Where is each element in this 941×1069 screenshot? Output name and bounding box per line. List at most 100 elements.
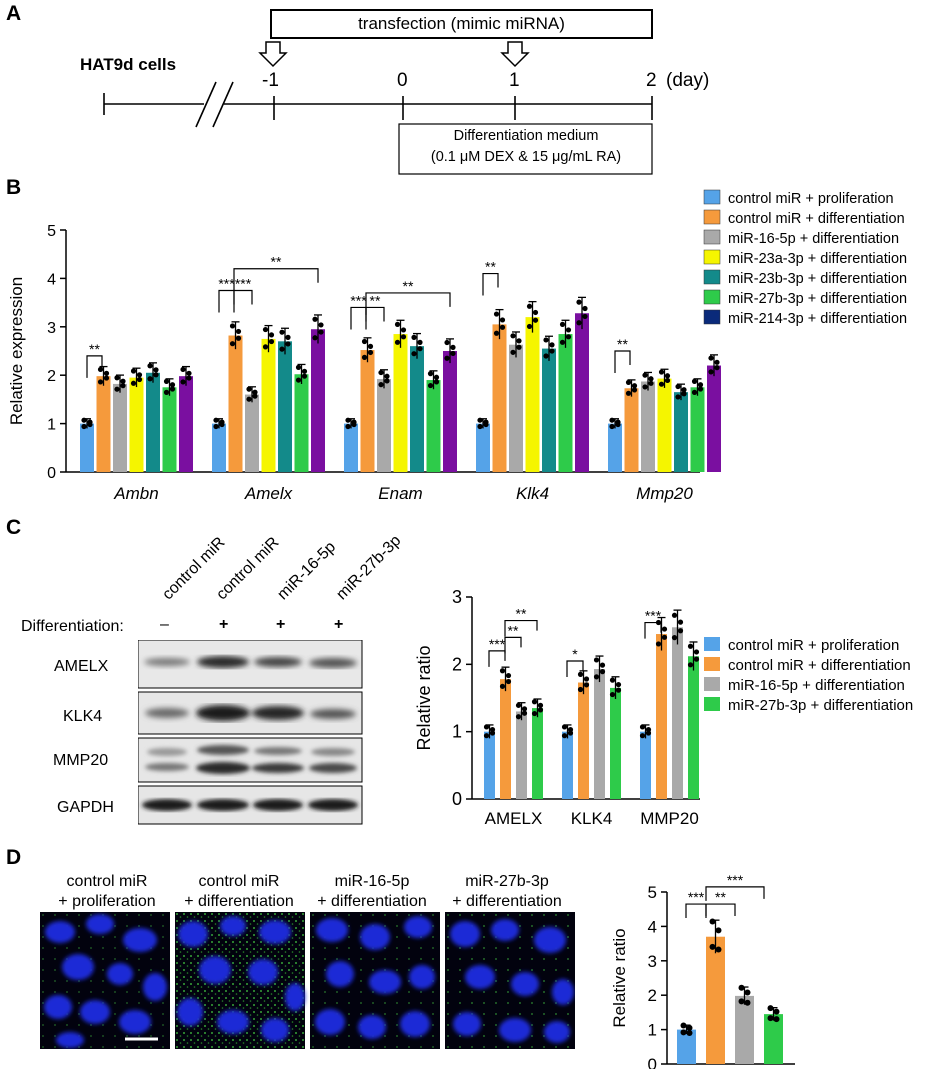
lane-label-4: miR-27b-3p [333,532,405,604]
data-point [229,341,236,347]
data-point [235,328,242,335]
y-tick-label: 5 [648,883,657,902]
western-blot [138,640,363,825]
data-point [691,378,698,384]
x-tick-label-amelx: Amelx [244,484,293,503]
legend-label: miR-27b-3p + differentiation [728,291,907,307]
data-point [599,662,606,668]
bar [640,731,651,799]
data-point [246,386,252,392]
data-point [549,342,555,348]
data-point [367,343,374,349]
data-point [661,634,668,640]
data-point [599,669,606,675]
x-tick-label-amelx: AMELX [485,809,543,828]
data-point [367,349,374,356]
data-point [114,386,120,392]
data-point [521,706,528,712]
data-point [361,354,368,360]
legend-label: miR-23b-3p + differentiation [728,271,907,287]
data-point [767,1015,774,1022]
bar [426,380,441,472]
legend-label: miR-16-5p + differentiation [728,231,899,247]
data-point [318,322,324,328]
data-point [642,384,648,390]
bar [657,378,672,472]
data-point [411,334,417,340]
significance-label: *** [235,276,252,292]
fluorescence-image-3 [310,912,440,1049]
data-point [576,320,582,326]
bar [575,313,589,472]
data-point [677,619,684,625]
data-point [229,323,236,329]
data-point [147,363,153,369]
bar [656,634,667,799]
data-point [450,344,456,350]
significance-label: *** [727,872,744,888]
data-point [709,943,716,950]
legend-swatch [704,637,720,651]
break-mark-1 [195,81,217,128]
data-point [400,327,407,333]
legend-swatch [703,189,721,205]
chart-b: 0 1 2 3 4 5 Relative expression Ambn Amelx Enam Kl… [7,189,907,503]
data-point [532,309,539,316]
significance-bracket [350,306,367,330]
data-point [565,327,572,333]
bar [476,423,490,472]
significance-bracket [482,272,499,296]
significance-label: ** [271,254,282,270]
data-point [681,391,687,397]
significance-label: ** [403,278,414,294]
data-point [505,678,512,685]
data-point [510,333,516,339]
bar [228,335,243,472]
data-point [213,423,219,430]
bar [500,679,511,799]
bar [674,392,688,472]
bar [360,350,375,472]
significance-bracket [488,650,506,667]
data-point [675,383,681,390]
data-point [505,672,512,679]
y-tick-label: 5 [47,223,56,240]
y-tick-label: 0 [648,1055,657,1069]
protein-label-klk4: KLK4 [63,708,103,725]
data-point [301,368,308,374]
blot-klk4 [138,691,363,735]
blot-amelx [138,640,363,689]
bar [525,317,540,472]
significance-bracket [365,306,385,330]
data-point [262,344,269,350]
bar [129,377,144,472]
bar [393,334,408,472]
data-point [593,657,600,663]
data-point [483,733,490,739]
bar [542,348,556,472]
data-point [384,373,390,379]
data-point [136,372,143,378]
significance-bracket [504,619,538,637]
data-point [499,324,506,330]
legend-swatch [703,229,721,245]
data-point [526,323,533,330]
data-point [489,730,496,736]
data-point [639,724,646,730]
y-axis-label: Relative expression [7,277,26,425]
data-point [516,344,522,350]
data-point [537,707,544,713]
significance-label: ** [508,622,519,638]
day-0-label: 0 [397,70,408,91]
cells-label: HAT9d cells [80,55,177,74]
medium-line1: Differentiation medium [453,128,599,144]
bar [443,351,457,472]
data-point [81,417,87,423]
lane-label-3: miR-16-5p [274,538,340,604]
data-point [773,1016,780,1023]
data-point [661,626,668,632]
data-point [531,699,538,705]
data-point [561,733,568,739]
y-axis-label: Relative ratio [610,928,629,1027]
legend-swatch [703,209,721,225]
